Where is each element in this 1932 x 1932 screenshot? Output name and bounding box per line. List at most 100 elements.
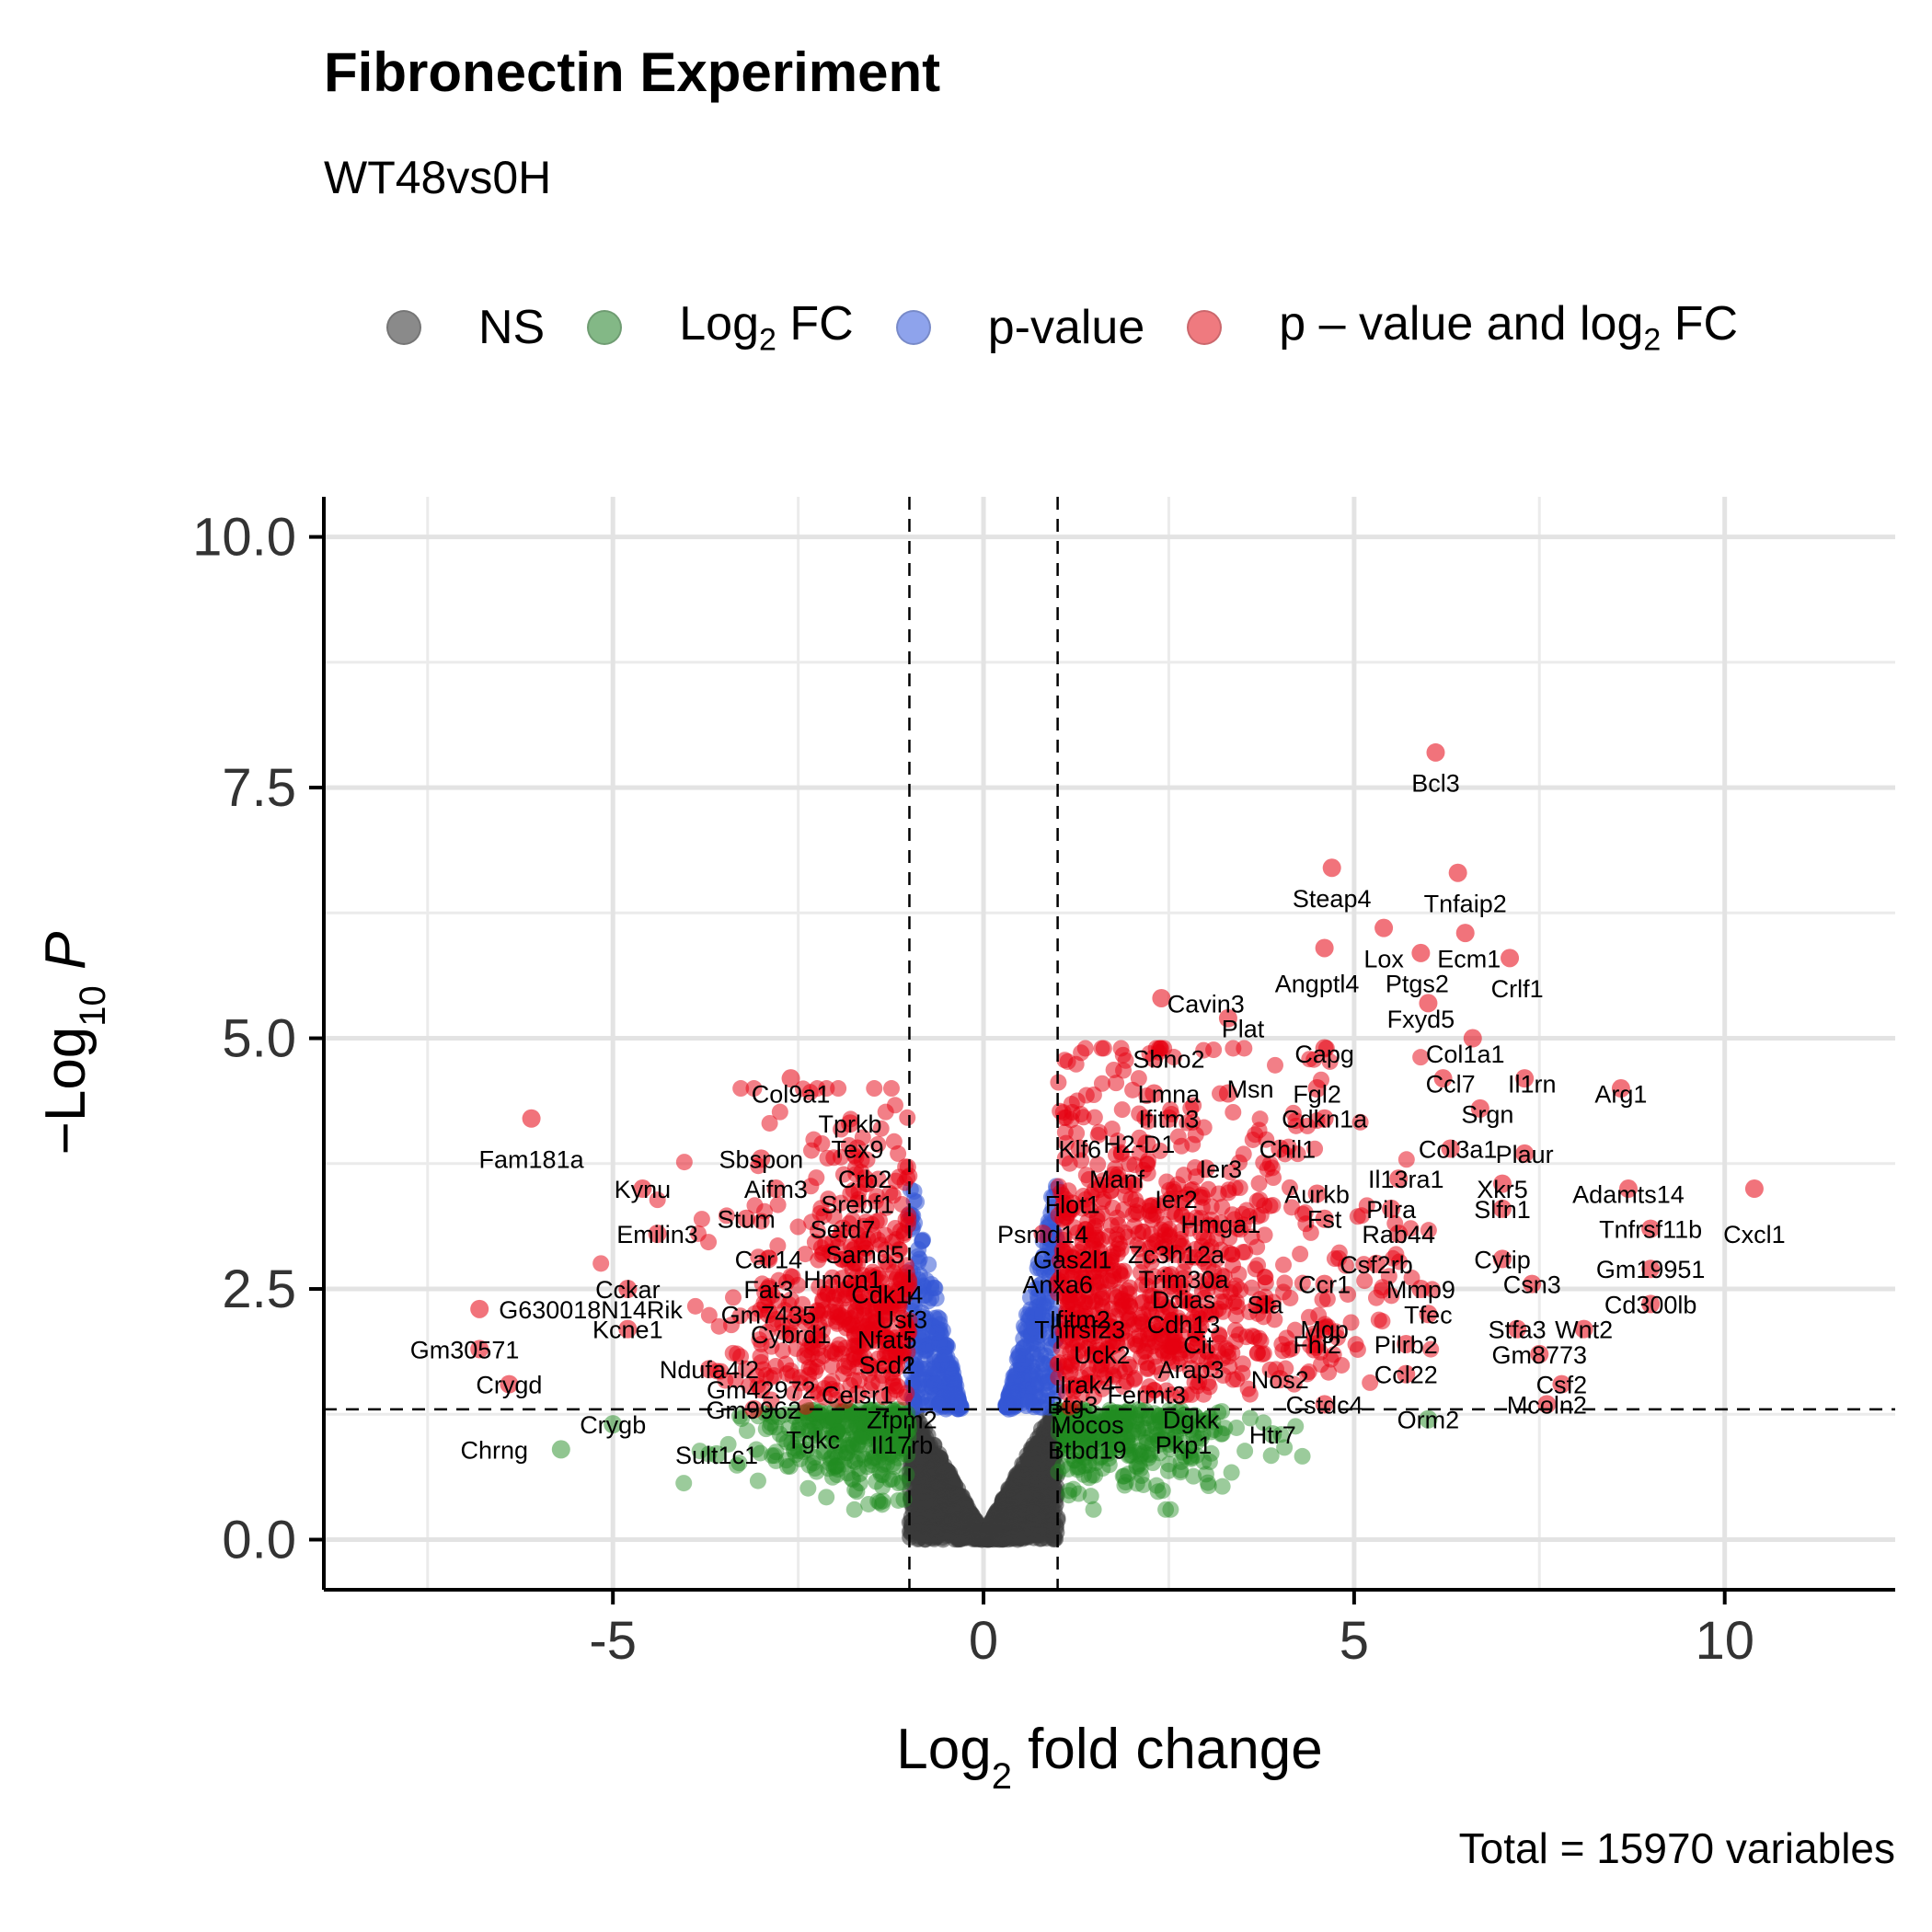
point-log2fc [1093,1448,1110,1466]
point-log2fc [1123,1426,1141,1443]
point-log2fc [1172,1464,1190,1481]
point-log2fc [822,1418,839,1435]
point-log2fc [1060,1437,1077,1455]
point-log2fc [827,1425,845,1443]
gene-label: Ddias [1152,1286,1215,1314]
gene-label: Dgkk [1163,1407,1220,1434]
point-log2fc [764,1447,781,1465]
gene-label: Fat3 [743,1276,793,1304]
gene-label: Col1a1 [1426,1041,1505,1068]
point-pvalue [927,1324,945,1341]
point-ns [965,1528,983,1546]
point-both [1273,1336,1291,1353]
point-log2fc [1082,1488,1099,1505]
point-ns [964,1507,982,1524]
point-log2fc [1202,1423,1220,1441]
point-both [1108,1075,1125,1092]
point-ns [918,1438,936,1455]
gene-label: Fxyd5 [1387,1006,1455,1033]
point-both [1137,1354,1155,1372]
point-log2fc [799,1479,817,1497]
point-pvalue [942,1396,960,1413]
point-both [1248,1192,1266,1210]
point-log2fc [1101,1424,1119,1442]
gene-label: Sult1c1 [675,1442,758,1469]
gene-label: Ccr1 [1298,1271,1351,1299]
point-pvalue [1016,1390,1033,1408]
point-log2fc [1069,1459,1087,1477]
gene-label: Mcoln2 [1507,1391,1587,1419]
point-log2fc [800,1412,818,1430]
legend-label-pvalue: p-value [987,300,1145,354]
gene-label: Uck2 [1074,1341,1131,1369]
point-log2fc [1197,1466,1214,1483]
point-log2fc [1114,1424,1132,1442]
point-Chrng [551,1440,570,1459]
point-log2fc [1114,1417,1132,1434]
gene-label: Ccl7 [1426,1071,1476,1098]
point-Bcl3 [1426,742,1445,762]
point-pvalue [1035,1355,1052,1373]
point-both [1114,1046,1132,1064]
point-log2fc [873,1403,891,1420]
point-log2fc [1287,1418,1305,1435]
gene-label: Plaur [1496,1141,1554,1168]
point-log2fc [771,1425,788,1443]
point-log2fc [1098,1433,1115,1451]
point-log2fc [1172,1462,1190,1479]
gene-label: Arg1 [1594,1080,1647,1108]
gene-label: Angptl4 [1275,971,1360,998]
point-Ptgs2 [1411,943,1431,962]
point-pvalue [933,1353,950,1371]
point-log2fc [865,1401,882,1419]
point-log2fc [1094,1420,1111,1437]
point-pvalue [1015,1339,1032,1356]
point-ns [913,1477,930,1494]
gene-label: Cstdc4 [1286,1391,1363,1419]
point-log2fc [1058,1431,1075,1448]
gene-label: Lmna [1138,1080,1202,1108]
point-pvalue [926,1280,944,1297]
point-both [1095,1040,1112,1057]
point-log2fc [1069,1461,1087,1478]
point-both [732,1080,750,1098]
gene-label: Gm8773 [1492,1341,1588,1369]
gene-label: Gas2l1 [1033,1246,1112,1273]
point-pvalue [926,1374,944,1392]
gene-label: Cdkn1a [1282,1106,1368,1133]
point-log2fc [873,1496,891,1513]
gene-label: Tnfrsf23 [1034,1317,1125,1344]
point-log2fc [872,1442,890,1459]
gene-label: Anxa6 [1022,1271,1093,1299]
legend-swatch-log2fc [587,309,623,345]
point-log2fc [823,1468,841,1486]
point-log2fc [854,1446,871,1464]
point-log2fc [855,1420,872,1437]
point-log2fc [857,1407,875,1424]
point-log2fc [852,1409,869,1427]
point-log2fc [1131,1442,1148,1459]
point-log2fc [1099,1411,1117,1429]
gene-label: Tnfrsf11b [1599,1216,1702,1244]
point-log2fc [738,1422,755,1440]
point-log2fc [1151,1407,1168,1424]
y-axis-title: −Log10 P [34,932,113,1156]
point-both [1103,1216,1121,1234]
point-log2fc [857,1420,874,1438]
point-both [866,1080,883,1098]
legend-label-ns: NS [478,300,546,354]
point-log2fc [1087,1455,1105,1472]
point-log2fc [862,1420,880,1437]
point-log2fc [780,1420,798,1437]
point-log2fc [870,1435,888,1453]
y-tick-label: 7.5 [222,758,296,818]
legend-item-both: p – value and log2 FC [1187,296,1738,358]
point-log2fc [1202,1409,1219,1426]
legend-swatch-both [1187,309,1223,345]
gene-label: Mmp9 [1386,1276,1455,1304]
point-log2fc [1085,1501,1102,1518]
point-log2fc [884,1455,902,1473]
point-log2fc [834,1427,852,1444]
point-log2fc [1152,1435,1169,1453]
point-log2fc [874,1492,891,1510]
